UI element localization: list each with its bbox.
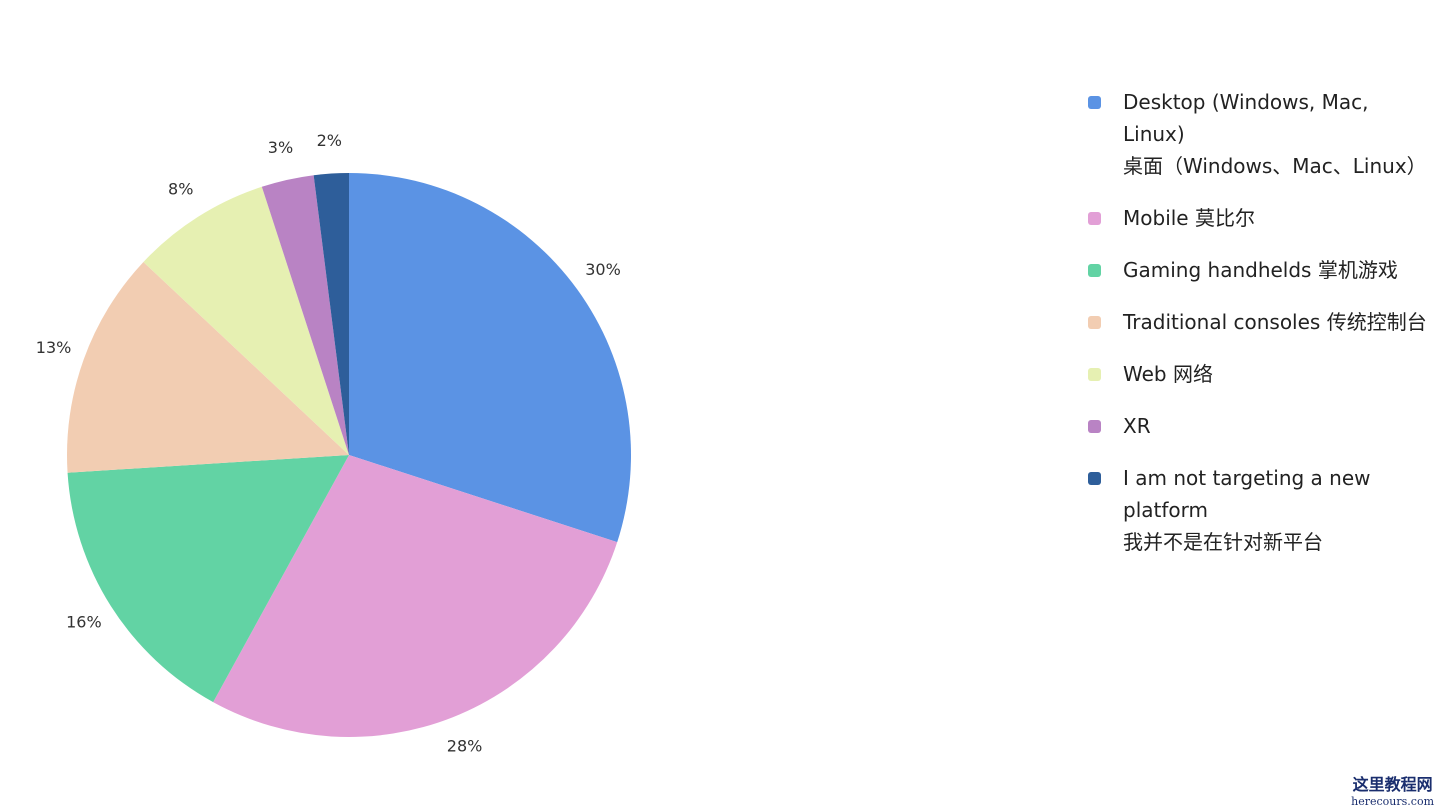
legend-item: XR [1088,410,1428,442]
pie-slice [313,173,349,455]
pie-slice [213,455,618,737]
pie-slice [67,455,350,703]
watermark-url: herecours.com [1351,795,1434,808]
legend-label: Desktop (Windows, Mac, Linux) 桌面（Windows… [1123,90,1427,178]
data-label: 30% [585,260,621,279]
legend-item: I am not targeting a new platform 我并不是在针… [1088,462,1428,558]
legend-swatch [1088,264,1101,277]
legend-label: Gaming handhelds 掌机游戏 [1123,258,1398,282]
legend-label: Traditional consoles 传统控制台 [1123,310,1427,334]
legend-label: I am not targeting a new platform 我并不是在针… [1123,466,1371,554]
watermark-title: 这里教程网 [1352,775,1433,794]
legend-label: XR [1123,414,1151,438]
legend-item: Mobile 莫比尔 [1088,202,1428,234]
legend-swatch [1088,472,1101,485]
legend-swatch [1088,96,1101,109]
legend-item: Desktop (Windows, Mac, Linux) 桌面（Windows… [1088,86,1428,182]
legend-swatch [1088,368,1101,381]
data-label: 16% [66,613,102,632]
data-label: 28% [447,736,483,755]
watermark: 这里教程网 herecours.com [1351,771,1434,808]
pie-slice [67,261,349,473]
data-label: 8% [168,179,193,198]
legend: Desktop (Windows, Mac, Linux) 桌面（Windows… [1088,86,1428,578]
pie-slice [349,173,632,543]
pie-slice [261,175,349,456]
legend-label: Mobile 莫比尔 [1123,206,1255,230]
legend-swatch [1088,212,1101,225]
data-label: 2% [317,131,342,150]
legend-swatch [1088,420,1101,433]
pie-slice [143,186,349,455]
data-label: 13% [36,338,72,357]
legend-item: Traditional consoles 传统控制台 [1088,306,1428,338]
legend-item: Gaming handhelds 掌机游戏 [1088,254,1428,286]
legend-label: Web 网络 [1123,362,1213,386]
legend-item: Web 网络 [1088,358,1428,390]
legend-swatch [1088,316,1101,329]
data-label: 3% [268,138,293,157]
